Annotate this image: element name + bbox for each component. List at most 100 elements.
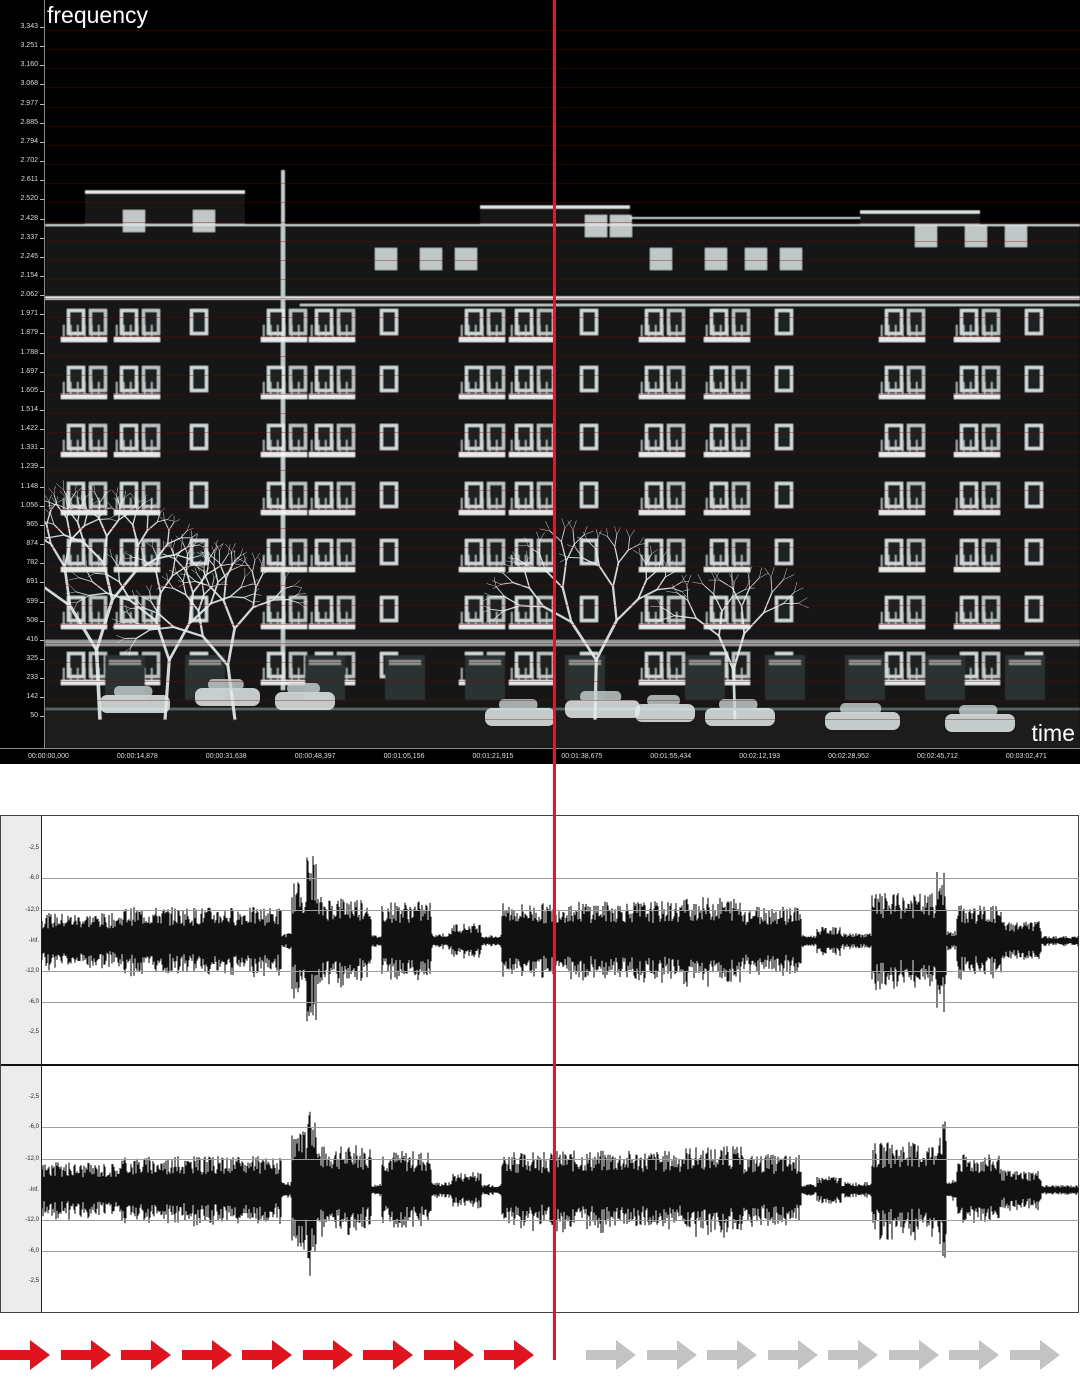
frequency-tick: 2.977 — [20, 99, 44, 107]
frequency-gridline — [45, 106, 1080, 108]
frequency-tick: 2.794 — [20, 137, 44, 145]
db-gridline — [42, 1002, 1079, 1003]
frequency-tick: 508 — [26, 616, 44, 624]
progress-arrow — [1009, 1340, 1060, 1370]
frequency-gridline — [45, 661, 1080, 663]
db-tick: -6,0 — [28, 999, 39, 1005]
frequency-gridline — [45, 336, 1080, 338]
channel-separator — [1, 1064, 1079, 1066]
frequency-tick: 1.239 — [20, 463, 44, 471]
playhead-cursor[interactable] — [553, 0, 556, 1360]
frequency-gridline — [45, 489, 1080, 491]
db-tick: -2,5 — [28, 845, 39, 851]
frequency-gridline — [45, 547, 1080, 549]
db-gridline — [42, 1159, 1079, 1160]
frequency-gridline — [45, 240, 1080, 242]
progress-arrow — [60, 1340, 111, 1370]
frequency-gridline — [45, 413, 1080, 414]
frequency-gridline — [45, 681, 1080, 683]
time-tick: 00:00:14,878 — [116, 753, 158, 760]
db-gridline — [42, 1220, 1079, 1221]
db-tick: -2,5 — [28, 1094, 39, 1100]
db-tick: -6,0 — [28, 1248, 39, 1254]
db-gridline — [42, 1127, 1079, 1128]
waveform-left — [42, 856, 1079, 1022]
progress-arrow — [121, 1340, 171, 1370]
frequency-tick: 1.148 — [20, 482, 44, 490]
progress-arrow — [707, 1340, 757, 1370]
frequency-tick: 3.343 — [20, 23, 44, 30]
progress-arrow — [242, 1340, 292, 1370]
frequency-tick: 965 — [26, 520, 44, 528]
time-tick: 00:00:31,638 — [205, 753, 247, 760]
frequency-tick: 1.971 — [20, 310, 44, 318]
frequency-tick: 2.702 — [20, 157, 44, 165]
frequency-axis-label: frequency — [47, 2, 149, 28]
progress-arrow — [181, 1340, 232, 1370]
frequency-gridline — [45, 604, 1080, 606]
time-tick: 00:01:38,675 — [561, 753, 603, 760]
progress-arrow — [949, 1340, 999, 1370]
db-tick: -12,0 — [25, 968, 39, 974]
frequency-gridline — [45, 470, 1080, 472]
db-tick: -2,5 — [28, 1278, 39, 1284]
frequency-gridline — [45, 87, 1080, 89]
frequency-tick: 874 — [26, 540, 44, 548]
frequency-tick: 2.885 — [20, 118, 44, 126]
frequency-tick: 782 — [26, 559, 44, 567]
frequency-gridline — [45, 566, 1080, 568]
waveform-right — [42, 1111, 1079, 1276]
time-tick: 00:03:02,471 — [1005, 753, 1047, 760]
frequency-gridline — [45, 508, 1080, 510]
waveform-view[interactable]: -2,5 -6,0 -12,0 -Inf. -12,0 -6,0 -2,5 -2,5 -6,0 -… — [0, 815, 1079, 1313]
spectrogram-plot[interactable] — [45, 0, 1080, 748]
frequency-gridline — [45, 585, 1080, 587]
frequency-tick: 416 — [26, 635, 44, 643]
frequency-gridline — [45, 719, 1080, 721]
time-tick: 00:02:45,712 — [917, 753, 958, 760]
progress-arrow — [586, 1340, 636, 1370]
progress-arrow — [828, 1340, 878, 1370]
channel-left[interactable] — [42, 816, 1079, 1064]
frequency-tick: 1.331 — [20, 444, 44, 452]
db-tick: -12,0 — [25, 1156, 39, 1162]
frequency-tick: 233 — [26, 674, 44, 682]
frequency-tick: 2.428 — [20, 214, 44, 222]
frequency-tick: 1.605 — [20, 386, 44, 394]
time-tick: 00:00:00,000 — [28, 753, 69, 760]
frequency-tick: 691 — [26, 578, 44, 586]
time-tick: 00:01:21,915 — [472, 753, 514, 760]
frequency-gridline — [45, 164, 1080, 166]
frequency-gridline — [45, 432, 1080, 434]
db-tick: -Inf. — [28, 1187, 39, 1193]
frequency-tick: 1.788 — [20, 348, 44, 356]
time-tick: 00:01:05,156 — [383, 753, 425, 760]
frequency-tick: 3.160 — [20, 61, 44, 69]
frequency-gridline — [45, 623, 1080, 625]
time-tick: 00:02:12,193 — [739, 753, 781, 760]
frequency-tick: 1.514 — [20, 406, 44, 413]
progress-arrow — [888, 1340, 939, 1370]
spectrogram-view[interactable]: 3.343 3.251 3.160 3.068 2.977 2.885 2.794 2.702… — [0, 0, 1080, 764]
frequency-gridline — [45, 374, 1080, 376]
db-tick: -12,0 — [25, 907, 39, 913]
db-tick: -6,0 — [28, 1124, 39, 1130]
time-tick: 00:00:48,397 — [294, 753, 336, 760]
frequency-ruler: 3.343 3.251 3.160 3.068 2.977 2.885 2.794 2.702… — [0, 0, 45, 748]
frequency-gridline — [45, 298, 1080, 300]
frequency-tick: 1.056 — [20, 501, 44, 509]
frequency-gridline — [45, 317, 1080, 319]
frequency-gridline — [45, 451, 1080, 453]
progress-arrows — [0, 1340, 1080, 1380]
progress-arrow — [484, 1340, 534, 1370]
frequency-gridline — [45, 202, 1080, 204]
frequency-tick: 2.154 — [20, 271, 44, 279]
frequency-gridline — [45, 144, 1080, 146]
frequency-gridline — [45, 125, 1080, 127]
frequency-tick: 2.337 — [20, 233, 44, 241]
spectrogram-image — [45, 170, 1080, 748]
channel-right[interactable] — [42, 1065, 1079, 1313]
frequency-tick: 3.251 — [20, 42, 44, 50]
frequency-gridline — [45, 68, 1080, 70]
db-tick: -Inf. — [28, 938, 39, 944]
